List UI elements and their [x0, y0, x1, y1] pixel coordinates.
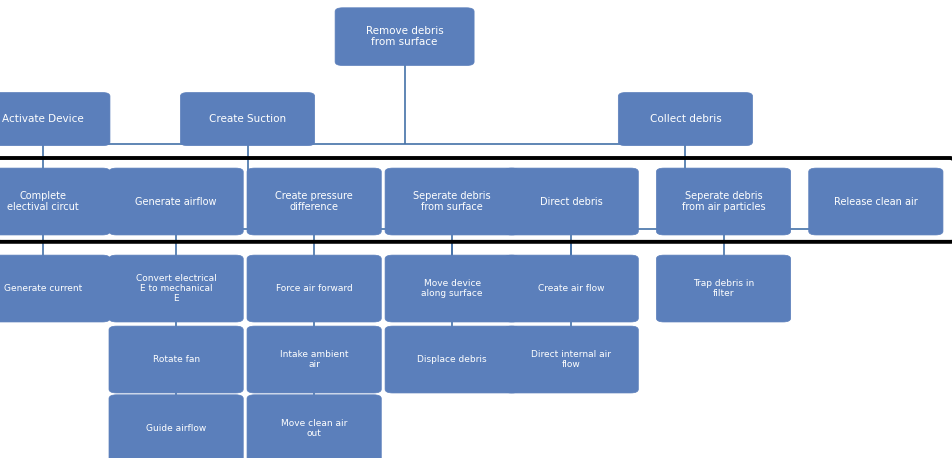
Text: Displace debris: Displace debris: [417, 355, 487, 364]
FancyBboxPatch shape: [385, 168, 520, 235]
FancyBboxPatch shape: [385, 326, 520, 393]
FancyBboxPatch shape: [181, 93, 314, 146]
FancyBboxPatch shape: [0, 168, 110, 235]
Text: Move clean air
out: Move clean air out: [281, 419, 347, 438]
Text: Move device
along surface: Move device along surface: [422, 279, 483, 298]
FancyBboxPatch shape: [0, 93, 110, 146]
FancyBboxPatch shape: [809, 168, 942, 235]
Text: Create Suction: Create Suction: [208, 114, 287, 124]
FancyBboxPatch shape: [109, 255, 244, 322]
FancyBboxPatch shape: [505, 255, 638, 322]
FancyBboxPatch shape: [335, 8, 474, 65]
Text: Convert electrical
E to mechanical
E: Convert electrical E to mechanical E: [136, 273, 216, 304]
Text: Remove debris
from surface: Remove debris from surface: [366, 26, 444, 48]
Text: Seperate debris
from air particles: Seperate debris from air particles: [682, 191, 765, 213]
Text: Intake ambient
air: Intake ambient air: [280, 350, 348, 369]
FancyBboxPatch shape: [248, 168, 381, 235]
Text: Guide airflow: Guide airflow: [146, 424, 207, 433]
FancyBboxPatch shape: [109, 168, 244, 235]
Text: Rotate fan: Rotate fan: [152, 355, 200, 364]
FancyBboxPatch shape: [248, 326, 381, 393]
FancyBboxPatch shape: [505, 326, 638, 393]
FancyBboxPatch shape: [657, 255, 790, 322]
FancyBboxPatch shape: [657, 168, 790, 235]
Text: Create pressure
difference: Create pressure difference: [275, 191, 353, 213]
Text: Generate airflow: Generate airflow: [135, 196, 217, 207]
Text: Activate Device: Activate Device: [2, 114, 84, 124]
Text: Generate current: Generate current: [4, 284, 82, 293]
Text: Trap debris in
filter: Trap debris in filter: [693, 279, 754, 298]
Text: Collect debris: Collect debris: [649, 114, 722, 124]
Text: Direct debris: Direct debris: [540, 196, 603, 207]
FancyBboxPatch shape: [248, 255, 381, 322]
Text: Complete
electival circut: Complete electival circut: [7, 191, 79, 213]
Text: Force air forward: Force air forward: [276, 284, 352, 293]
FancyBboxPatch shape: [109, 326, 244, 393]
Text: Release clean air: Release clean air: [834, 196, 918, 207]
Text: Create air flow: Create air flow: [538, 284, 605, 293]
FancyBboxPatch shape: [385, 255, 520, 322]
FancyBboxPatch shape: [0, 255, 110, 322]
FancyBboxPatch shape: [619, 93, 752, 146]
Text: Direct internal air
flow: Direct internal air flow: [531, 350, 611, 369]
FancyBboxPatch shape: [505, 168, 638, 235]
Text: Seperate debris
from surface: Seperate debris from surface: [413, 191, 491, 213]
FancyBboxPatch shape: [109, 395, 244, 458]
FancyBboxPatch shape: [248, 395, 381, 458]
